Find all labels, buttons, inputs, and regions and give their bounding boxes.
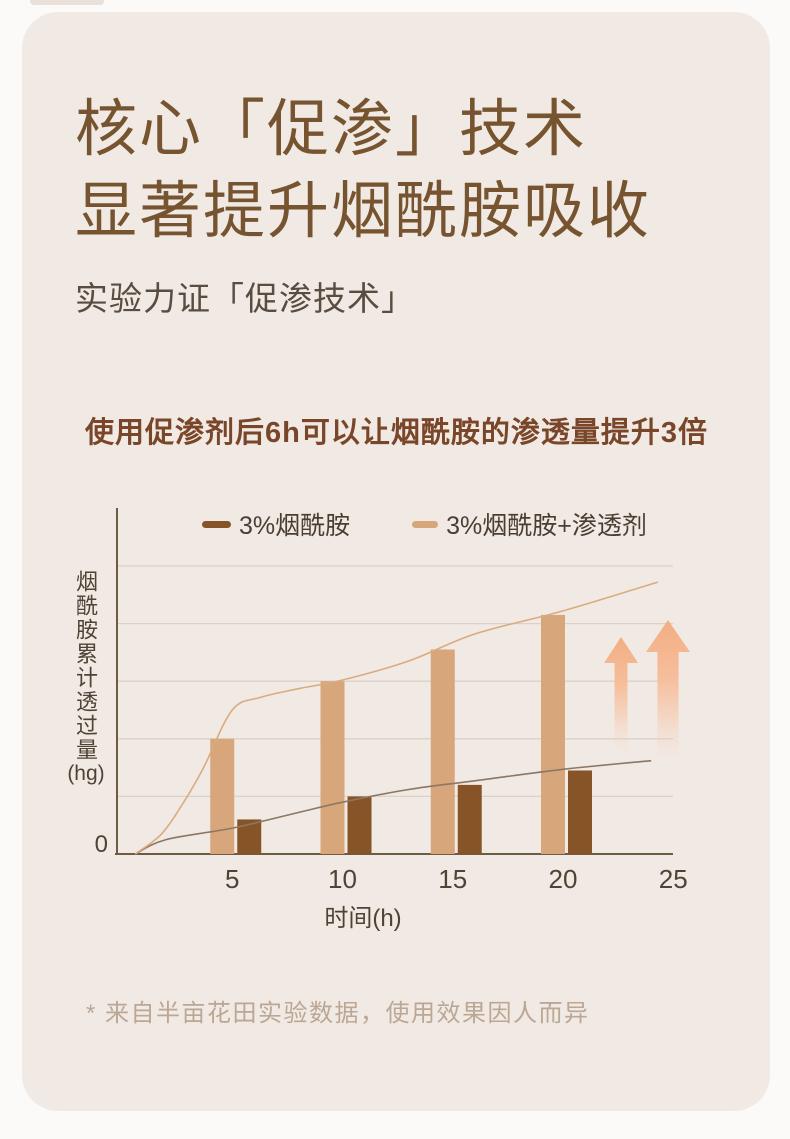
previous-card-edge — [30, 0, 104, 5]
x-tick-label-10: 10 — [328, 864, 357, 894]
chart-legend: 3%烟酰胺 3%烟酰胺+渗透剂 — [202, 506, 647, 542]
legend-item-niacinamide: 3%烟酰胺 — [202, 506, 350, 542]
x-tick-label-15: 15 — [438, 864, 468, 894]
x-tick-label-25: 25 — [658, 864, 688, 894]
bar-series1-x20 — [541, 614, 565, 854]
y-axis-unit: (hg) — [67, 762, 105, 785]
bar-series0-x20 — [568, 770, 592, 854]
bar-series0-x15 — [457, 784, 482, 854]
page-title-line2: 显著提升烟酰胺吸收 — [75, 177, 652, 246]
legend-dash-light-icon — [412, 520, 439, 528]
product-info-card — [22, 12, 770, 1111]
x-axis-title: 时间(h) — [324, 905, 402, 932]
bar-series1-x10 — [320, 681, 345, 854]
bar-series1-x15 — [430, 649, 455, 854]
bar-series0-x10 — [347, 796, 372, 854]
page-subtitle: 实验力证「促渗技术」 — [75, 280, 415, 317]
trend-curve-1 — [134, 581, 659, 855]
x-tick-label-20: 20 — [548, 864, 578, 894]
trend-curve-0 — [134, 759, 652, 855]
legend-label-niacinamide-penetrant: 3%烟酰胺+渗透剂 — [446, 512, 647, 540]
bar-series0-x5 — [237, 819, 262, 854]
footnote-disclaimer: * 来自半亩花田实验数据，使用效果因人而异 — [86, 1000, 590, 1027]
legend-dash-dark-icon — [202, 520, 231, 528]
chart-headline: 使用促渗剂后6h可以让烟酰胺的渗透量提升3倍 — [85, 417, 708, 449]
legend-label-niacinamide: 3%烟酰胺 — [239, 512, 351, 540]
page-title-line1: 核心「促渗」技术 — [75, 95, 588, 164]
y-axis-origin-label: 0 — [94, 831, 108, 858]
legend-item-niacinamide-penetrant: 3%烟酰胺+渗透剂 — [412, 506, 647, 542]
x-tick-label-5: 5 — [225, 864, 240, 894]
y-axis-label: 烟酰胺累计透过量 — [73, 570, 98, 762]
bar-series1-x5 — [210, 738, 235, 854]
